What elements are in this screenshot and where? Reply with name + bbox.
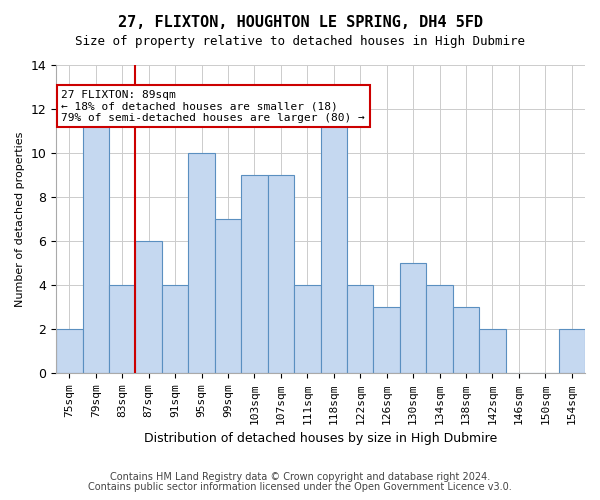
Bar	[268, 175, 294, 374]
Text: Size of property relative to detached houses in High Dubmire: Size of property relative to detached ho…	[75, 35, 525, 48]
Bar	[479, 330, 506, 374]
Bar	[162, 286, 188, 374]
Bar	[241, 175, 268, 374]
X-axis label: Distribution of detached houses by size in High Dubmire: Distribution of detached houses by size …	[144, 432, 497, 445]
Bar	[83, 109, 109, 374]
Bar	[373, 308, 400, 374]
Bar	[109, 286, 136, 374]
Text: 27 FLIXTON: 89sqm
← 18% of detached houses are smaller (18)
79% of semi-detached: 27 FLIXTON: 89sqm ← 18% of detached hous…	[61, 90, 365, 123]
Bar	[400, 264, 427, 374]
Bar	[188, 153, 215, 374]
Bar	[559, 330, 585, 374]
Bar	[294, 286, 320, 374]
Text: Contains HM Land Registry data © Crown copyright and database right 2024.: Contains HM Land Registry data © Crown c…	[110, 472, 490, 482]
Bar	[347, 286, 373, 374]
Bar	[320, 109, 347, 374]
Bar	[136, 242, 162, 374]
Y-axis label: Number of detached properties: Number of detached properties	[15, 132, 25, 307]
Text: 27, FLIXTON, HOUGHTON LE SPRING, DH4 5FD: 27, FLIXTON, HOUGHTON LE SPRING, DH4 5FD	[118, 15, 482, 30]
Bar	[427, 286, 453, 374]
Bar	[453, 308, 479, 374]
Bar	[56, 330, 83, 374]
Bar	[215, 219, 241, 374]
Text: Contains public sector information licensed under the Open Government Licence v3: Contains public sector information licen…	[88, 482, 512, 492]
